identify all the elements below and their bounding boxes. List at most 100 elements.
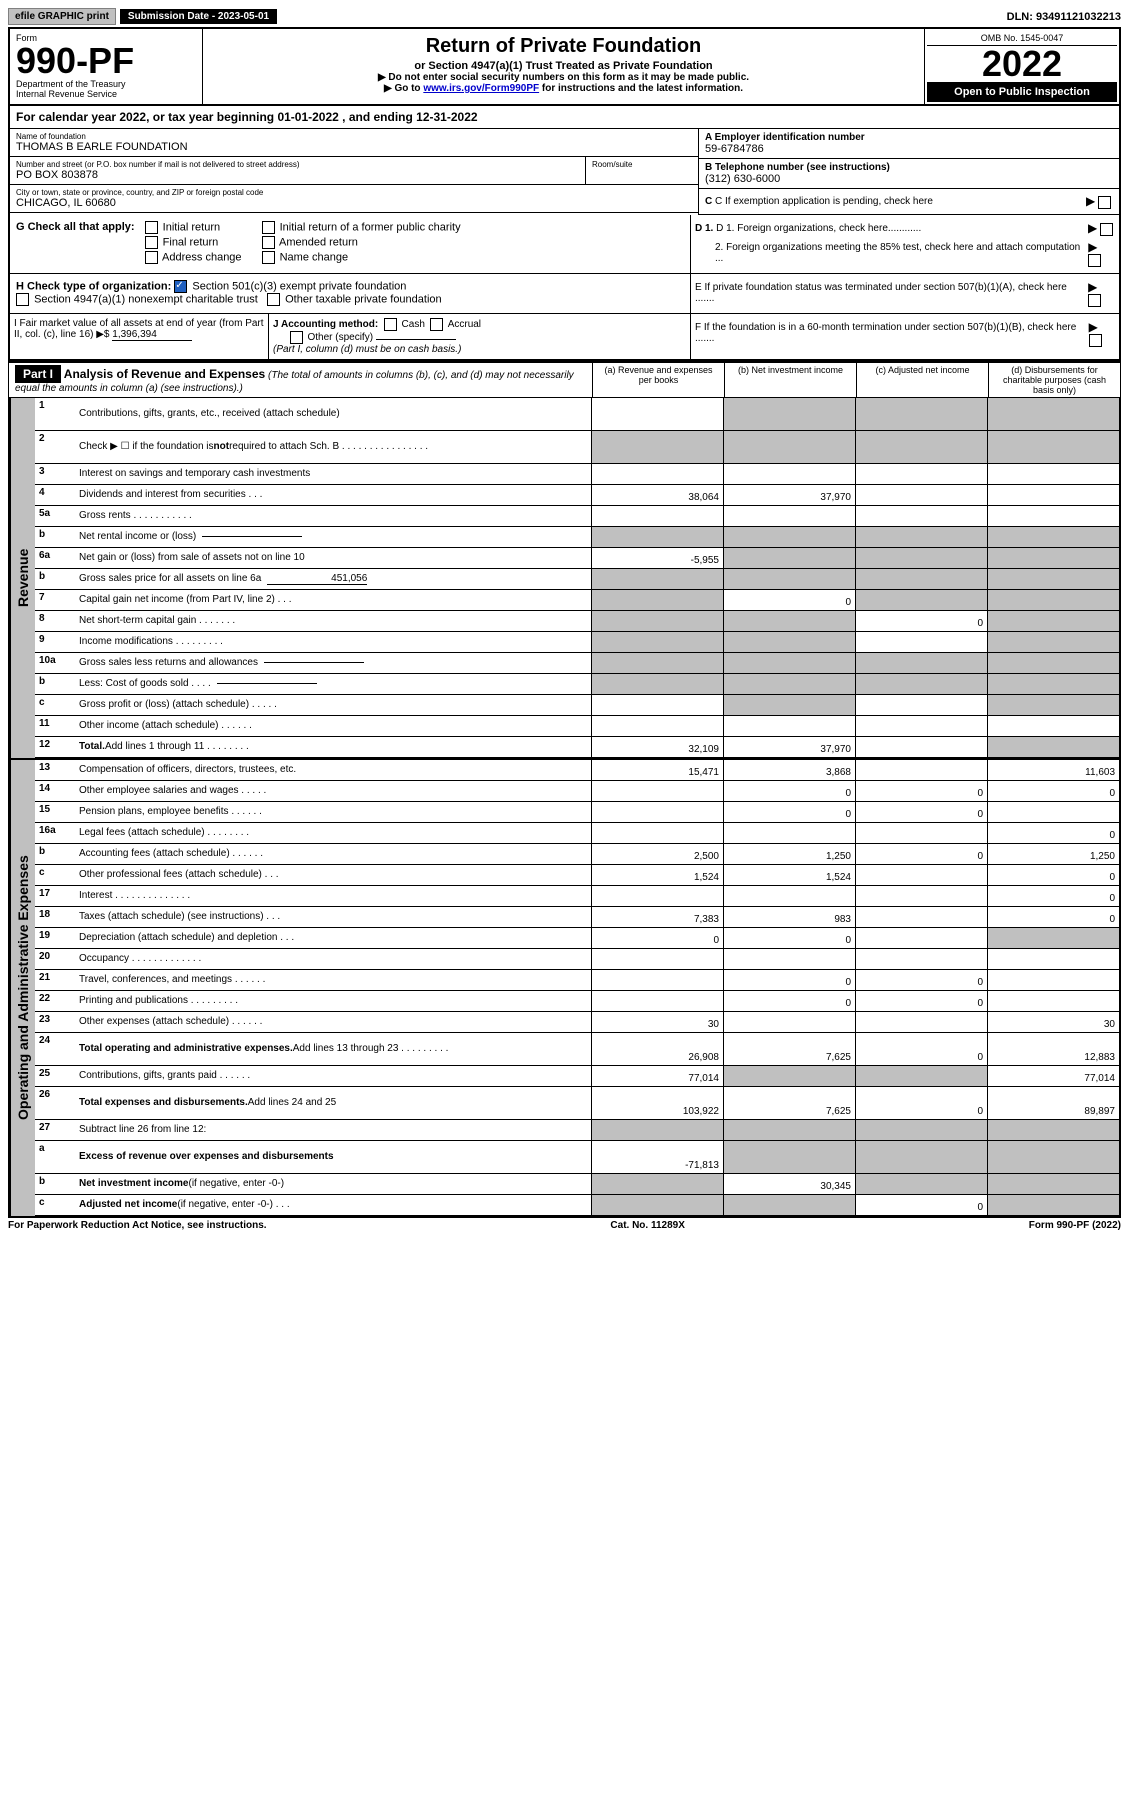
data-cell [855, 949, 987, 969]
data-cell: -71,813 [591, 1141, 723, 1173]
year-block: OMB No. 1545-0047 2022 Open to Public In… [925, 29, 1119, 104]
j-cash-checkbox[interactable] [384, 318, 397, 331]
data-cell [723, 1012, 855, 1032]
data-cell [591, 590, 723, 610]
line-description: Net investment income (if negative, ente… [75, 1174, 591, 1194]
line-description: Depreciation (attach schedule) and deple… [75, 928, 591, 948]
form-title-block: Return of Private Foundation or Section … [203, 29, 925, 104]
efile-button[interactable]: efile GRAPHIC print [8, 8, 116, 25]
data-cell: 0 [723, 590, 855, 610]
data-cell: 30,345 [723, 1174, 855, 1194]
data-cell [987, 716, 1119, 736]
table-row: 16aLegal fees (attach schedule) . . . . … [35, 823, 1119, 844]
line-number: 15 [35, 802, 75, 822]
e-checkbox[interactable] [1088, 294, 1101, 307]
line-description: Contributions, gifts, grants paid . . . … [75, 1066, 591, 1086]
table-row: 11Other income (attach schedule) . . . .… [35, 716, 1119, 737]
form-id-block: Form 990-PF Department of the Treasury I… [10, 29, 203, 104]
d1-checkbox[interactable] [1100, 223, 1113, 236]
data-cell: 103,922 [591, 1087, 723, 1119]
line-number: 1 [35, 398, 75, 430]
line-description: Net rental income or (loss) [75, 527, 591, 547]
table-row: 6aNet gain or (loss) from sale of assets… [35, 548, 1119, 569]
line-description: Contributions, gifts, grants, etc., rece… [75, 398, 591, 430]
line-number: 8 [35, 611, 75, 631]
j-other-checkbox[interactable] [290, 331, 303, 344]
data-cell [591, 991, 723, 1011]
g-name-checkbox[interactable] [262, 251, 275, 264]
f-checkbox[interactable] [1089, 334, 1102, 347]
line-number: 19 [35, 928, 75, 948]
instr-1: ▶ Do not enter social security numbers o… [213, 72, 914, 83]
data-cell [723, 716, 855, 736]
data-cell: 1,250 [987, 844, 1119, 864]
line-description: Printing and publications . . . . . . . … [75, 991, 591, 1011]
dept: Department of the Treasury [16, 79, 196, 89]
g-label: G Check all that apply: [16, 221, 135, 264]
c-checkbox[interactable] [1098, 196, 1111, 209]
data-cell [987, 485, 1119, 505]
h-501-checkbox[interactable] [174, 280, 187, 293]
line-number: a [35, 1141, 75, 1173]
line-description: Gross profit or (loss) (attach schedule)… [75, 695, 591, 715]
line-number: b [35, 527, 75, 547]
data-cell: 3,868 [723, 760, 855, 780]
d2-checkbox[interactable] [1088, 254, 1101, 267]
g-final-checkbox[interactable] [145, 236, 158, 249]
g-options: Initial return Initial return of a forme… [145, 221, 461, 264]
table-row: 4Dividends and interest from securities … [35, 485, 1119, 506]
data-cell [855, 1141, 987, 1173]
g-initial-checkbox[interactable] [145, 221, 158, 234]
line-number: b [35, 844, 75, 864]
data-cell [723, 674, 855, 694]
g-former-checkbox[interactable] [262, 221, 275, 234]
line-number: 22 [35, 991, 75, 1011]
line-number: 11 [35, 716, 75, 736]
h-4947-checkbox[interactable] [16, 293, 29, 306]
data-cell [855, 398, 987, 430]
data-cell [987, 674, 1119, 694]
phone-cell: B Telephone number (see instructions) (3… [699, 159, 1119, 189]
line-description: Compensation of officers, directors, tru… [75, 760, 591, 780]
data-cell [591, 695, 723, 715]
g-address-checkbox[interactable] [145, 251, 158, 264]
data-cell [855, 907, 987, 927]
line-number: 3 [35, 464, 75, 484]
g-amended-checkbox[interactable] [262, 236, 275, 249]
data-cell [855, 928, 987, 948]
line-number: 7 [35, 590, 75, 610]
data-cell [855, 716, 987, 736]
table-row: 10aGross sales less returns and allowanc… [35, 653, 1119, 674]
h-other-checkbox[interactable] [267, 293, 280, 306]
j-accrual-checkbox[interactable] [430, 318, 443, 331]
data-cell [723, 398, 855, 430]
data-cell: 37,970 [723, 737, 855, 757]
footer-mid: Cat. No. 11289X [610, 1220, 684, 1231]
data-cell: 983 [723, 907, 855, 927]
data-cell [723, 695, 855, 715]
data-cell: 7,625 [723, 1033, 855, 1065]
table-row: 22Printing and publications . . . . . . … [35, 991, 1119, 1012]
table-row: 9Income modifications . . . . . . . . . [35, 632, 1119, 653]
table-row: cAdjusted net income (if negative, enter… [35, 1195, 1119, 1216]
data-cell [855, 1066, 987, 1086]
data-cell [987, 569, 1119, 589]
table-row: aExcess of revenue over expenses and dis… [35, 1141, 1119, 1174]
data-cell [987, 1174, 1119, 1194]
footer-right: Form 990-PF (2022) [1029, 1220, 1121, 1231]
data-cell: 26,908 [591, 1033, 723, 1065]
data-cell: 7,625 [723, 1087, 855, 1119]
data-cell: 0 [987, 781, 1119, 801]
table-row: bLess: Cost of goods sold . . . . [35, 674, 1119, 695]
form-link[interactable]: www.irs.gov/Form990PF [423, 83, 539, 94]
data-cell: 37,970 [723, 485, 855, 505]
data-cell [855, 527, 987, 547]
data-cell: 0 [591, 928, 723, 948]
table-row: 23Other expenses (attach schedule) . . .… [35, 1012, 1119, 1033]
line-number: b [35, 569, 75, 589]
data-cell: 0 [723, 970, 855, 990]
form-title: Return of Private Foundation [213, 35, 914, 58]
data-cell [987, 1141, 1119, 1173]
data-cell: 0 [855, 970, 987, 990]
c-cell: C C If exemption application is pending,… [699, 189, 1119, 215]
